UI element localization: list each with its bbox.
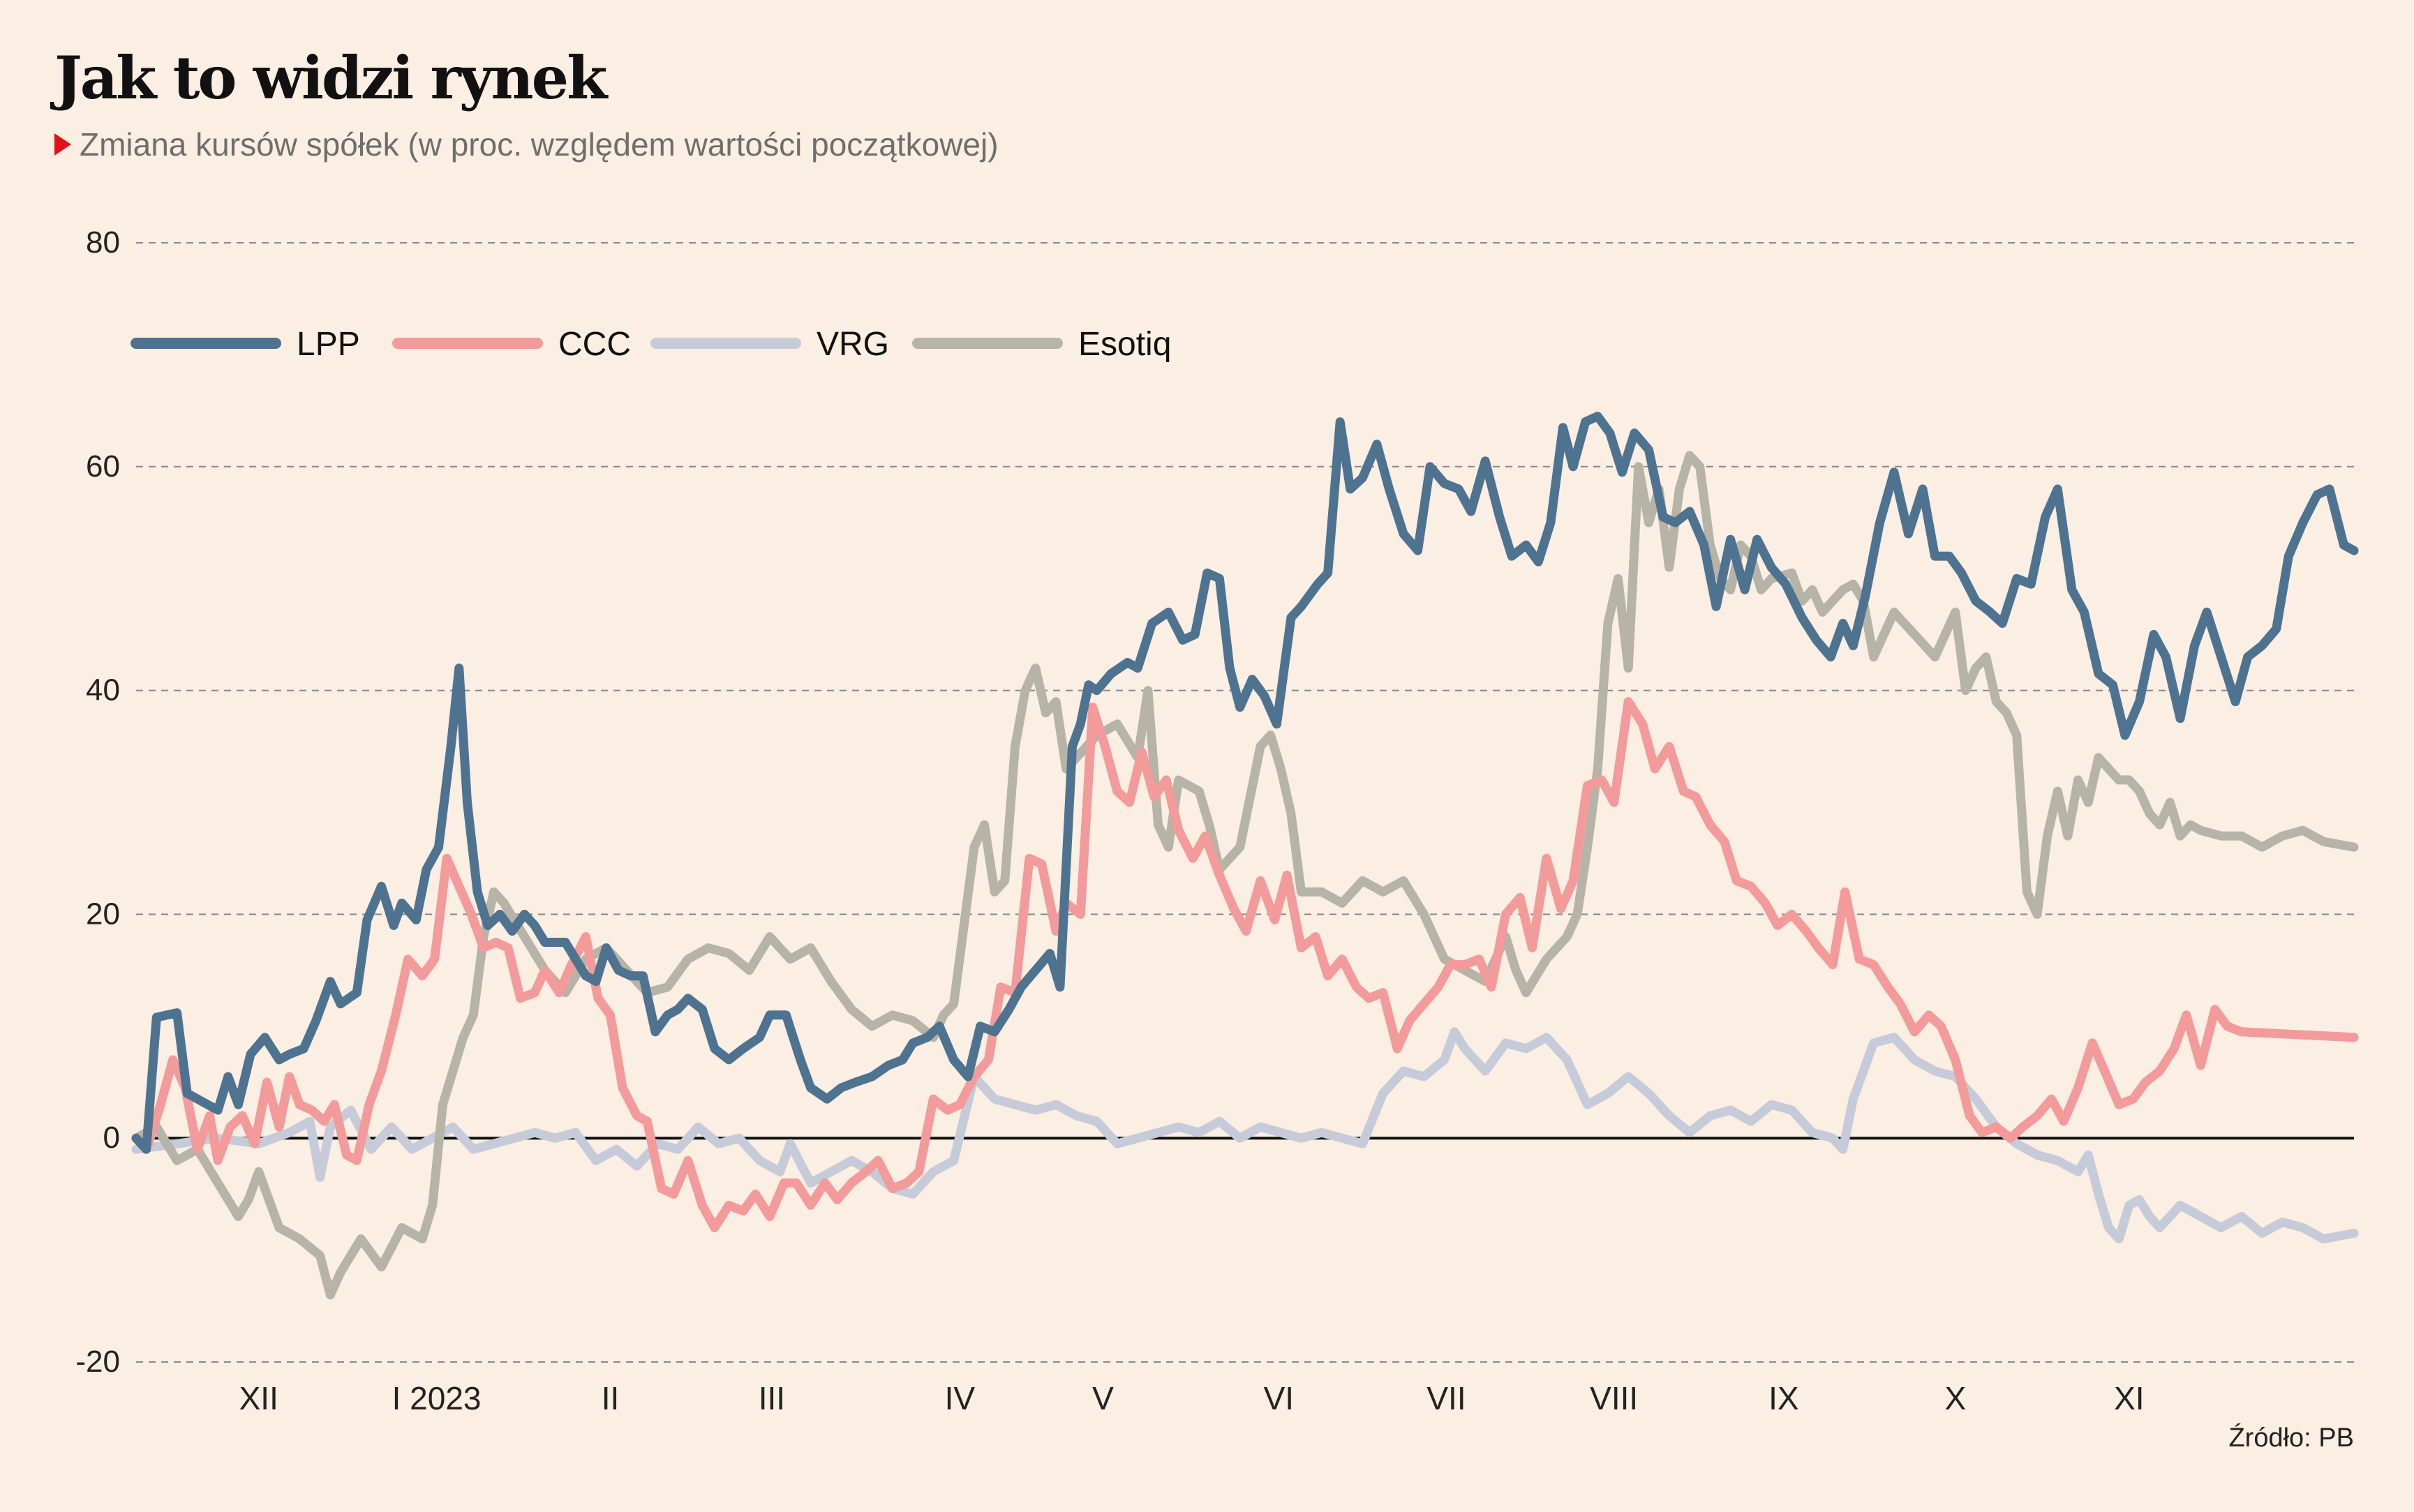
chart-title: Jak to widzi rynek	[54, 43, 607, 112]
x-tick-label: I 2023	[392, 1380, 482, 1416]
legend-label-esotiq: Esotiq	[1078, 326, 1171, 363]
chart-subtitle-text: Zmiana kursów spółek (w proc. względem w…	[80, 126, 999, 163]
y-tick-label: 80	[86, 225, 120, 260]
x-tick-label: IX	[1768, 1380, 1798, 1416]
legend-label-vrg: VRG	[817, 326, 889, 363]
series-line-lpp	[131, 412, 2359, 1154]
x-tick-label: X	[1944, 1380, 1966, 1416]
x-tick-label: XII	[239, 1380, 278, 1416]
chart-subtitle: Zmiana kursów spółek (w proc. względem w…	[54, 126, 999, 163]
y-tick-label: -20	[75, 1345, 120, 1379]
series-line-vrg	[131, 1027, 2359, 1244]
y-axis: -20 0 20 40 60 80	[75, 225, 120, 1379]
x-tick-label: VIII	[1590, 1380, 1638, 1416]
y-tick-label: 0	[103, 1121, 120, 1155]
y-tick-label: 60	[86, 449, 120, 484]
source-note: Źródło: PB	[2228, 1423, 2354, 1453]
y-tick-label: 20	[86, 897, 120, 931]
series-line-ccc	[131, 697, 2359, 1232]
x-tick-label: V	[1092, 1380, 1114, 1416]
x-tick-label: VII	[1426, 1380, 1466, 1416]
legend-label-lpp: LPP	[297, 326, 360, 363]
x-tick-label: IV	[945, 1380, 976, 1416]
x-tick-label: XI	[2114, 1380, 2144, 1416]
y-tick-label: 40	[86, 673, 120, 708]
legend: LPP CCC VRG Esotiq	[131, 326, 1171, 363]
series-layer	[131, 412, 2359, 1300]
x-axis: XII I 2023 II III IV V VI VII VIII IX X XI	[239, 1380, 2145, 1416]
x-tick-label: II	[602, 1380, 620, 1416]
x-tick-label: VI	[1264, 1380, 1294, 1416]
x-tick-label: III	[759, 1380, 785, 1416]
triangle-marker-icon	[54, 133, 71, 156]
legend-label-ccc: CCC	[558, 326, 631, 363]
